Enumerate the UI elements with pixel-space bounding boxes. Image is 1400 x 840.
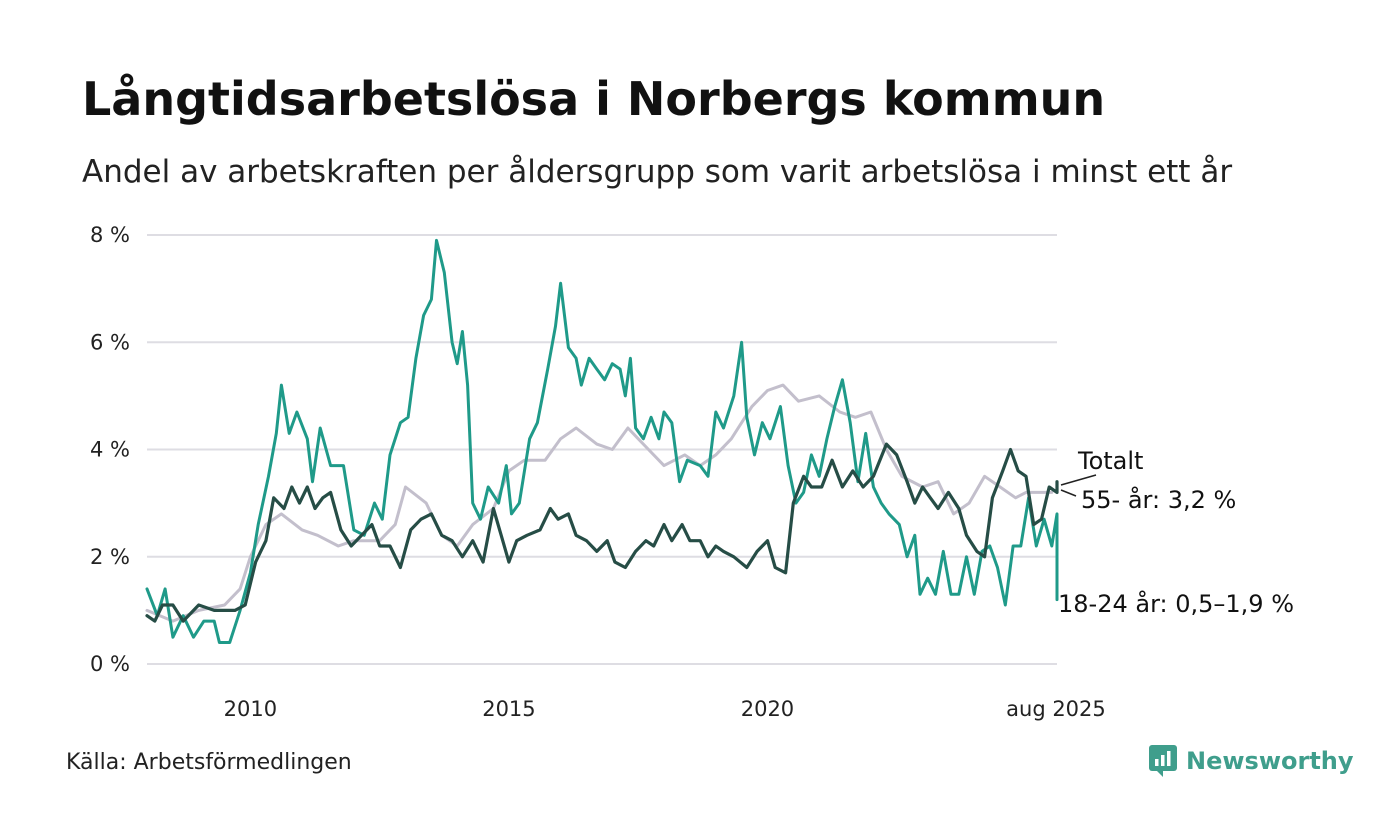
brand-logo: Newsworthy	[1148, 744, 1354, 778]
y-tick-label: 0 %	[90, 652, 130, 676]
chart-subtitle: Andel av arbetskraften per åldersgrupp s…	[82, 154, 1233, 190]
x-tick-label: 2020	[741, 697, 794, 721]
series-labels: Totalt 55- år: 3,2 % 18-24 år: 0,5–1,9 %	[1058, 447, 1294, 618]
label-total: Totalt	[1077, 447, 1143, 475]
grid-lines	[147, 234, 1057, 665]
y-tick-label: 6 %	[90, 330, 130, 354]
source-note: Källa: Arbetsförmedlingen	[66, 750, 352, 775]
series-line-older	[145, 383, 1054, 623]
y-tick-label: 4 %	[90, 438, 130, 462]
y-axis-ticks: 0 % 2 % 4 % 6 % 8 %	[90, 223, 130, 676]
series-line-total	[145, 442, 1059, 623]
leader-line-total	[1060, 474, 1097, 486]
brand-name: Newsworthy	[1186, 747, 1354, 775]
x-tick-label: 2010	[224, 697, 277, 721]
newsworthy-icon	[1149, 745, 1177, 777]
y-tick-label: 2 %	[90, 545, 130, 569]
series-line-young	[145, 238, 1059, 644]
series-lines	[145, 238, 1059, 644]
x-tick-label: 2015	[482, 697, 535, 721]
x-axis-ticks: 2010 2015 2020 aug 2025	[224, 697, 1106, 721]
y-tick-label: 8 %	[90, 223, 130, 247]
chart-title: Långtidsarbetslösa i Norbergs kommun	[82, 72, 1106, 126]
x-tick-label: aug 2025	[1006, 697, 1106, 721]
leader-line-older	[1060, 489, 1077, 497]
label-older: 55- år: 3,2 %	[1081, 485, 1236, 514]
label-young: 18-24 år: 0,5–1,9 %	[1058, 589, 1294, 618]
